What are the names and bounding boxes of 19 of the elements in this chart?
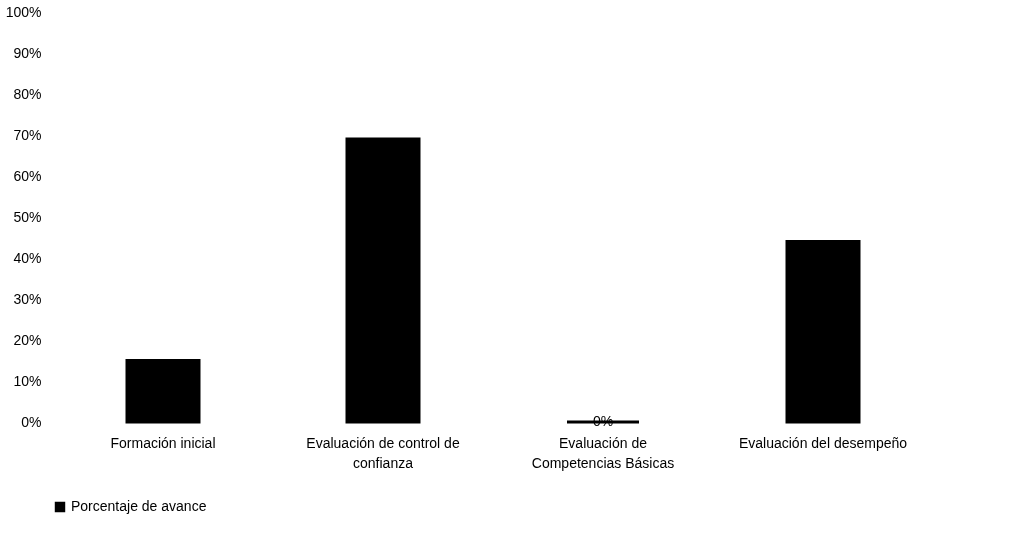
y-tick-label: 80% [13, 85, 42, 102]
y-tick-label: 20% [13, 331, 42, 348]
legend-label: Porcentaje de avance [71, 498, 207, 514]
x-tick-label: Formación inicial [110, 434, 216, 451]
bar [125, 359, 201, 424]
y-tick-label: 30% [13, 290, 42, 307]
y-tick-label: 90% [13, 44, 42, 61]
x-tick-label: Evaluación de control de confianza [306, 434, 460, 471]
y-tick-label: 0% [21, 413, 42, 430]
y-tick-label: 60% [13, 167, 42, 184]
x-tick-label: Evaluación del desempeño [738, 434, 908, 451]
y-tick-label: 100% [5, 3, 42, 20]
y-tick-label: 40% [13, 249, 42, 266]
bar [345, 137, 421, 424]
y-tick-label: 70% [13, 126, 42, 143]
x-tick-label: Evaluación de Competencias Básicas [531, 434, 675, 471]
bar [785, 240, 861, 424]
y-tick-label: 50% [13, 208, 42, 225]
y-tick-label: 10% [13, 372, 42, 389]
